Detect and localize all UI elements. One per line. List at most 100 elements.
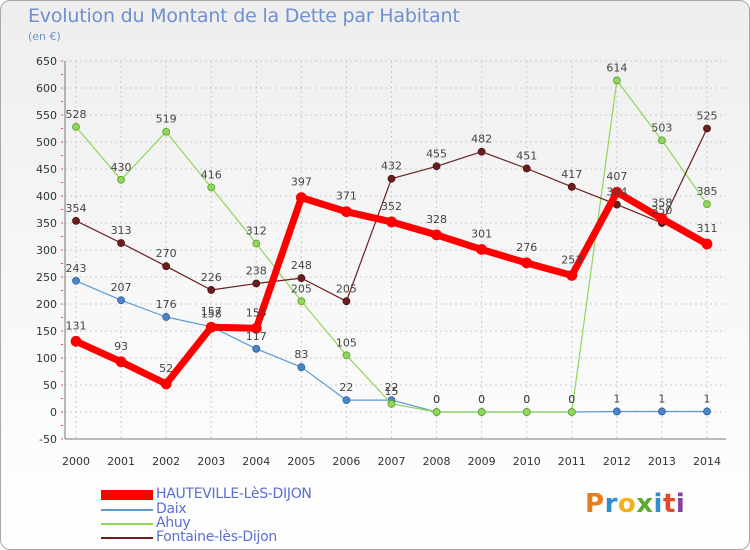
x-tick-label: 2004 xyxy=(242,455,270,468)
data-point-fontaine xyxy=(703,124,711,133)
data-point-fontaine xyxy=(162,262,171,271)
data-point-ahuy xyxy=(658,136,666,145)
data-label-daix: 22 xyxy=(385,381,399,394)
data-point-ahuy xyxy=(72,122,80,131)
data-labels: 243 207 176 158 117 83 22 22 0 0 0 0 1 1 1 528 430 519 416… xyxy=(66,61,718,406)
data-point-daix xyxy=(612,407,621,416)
data-label-hauteville: 311 xyxy=(697,222,718,235)
data-label-hauteville: 157 xyxy=(201,305,222,318)
legend-swatch-ahuy xyxy=(101,523,153,525)
legend-label-daix: Daix xyxy=(156,501,187,517)
data-label-daix: 1 xyxy=(613,392,620,405)
x-tick-label: 2011 xyxy=(558,455,586,468)
data-point-ahuy xyxy=(387,399,396,408)
data-point-ahuy xyxy=(432,408,441,416)
data-label-ahuy: 15 xyxy=(385,385,399,398)
x-tick-label: 2007 xyxy=(378,455,406,468)
data-point-hauteville xyxy=(476,244,488,255)
data-label-hauteville: 397 xyxy=(291,176,312,189)
data-point-hauteville xyxy=(341,206,352,218)
data-point-fontaine xyxy=(342,297,351,306)
data-label-hauteville: 276 xyxy=(516,241,537,254)
y-tick-label: 600 xyxy=(36,82,57,95)
x-tick-label: 2010 xyxy=(513,455,541,468)
data-label-hauteville: 253 xyxy=(561,253,582,266)
data-label-ahuy: 0 xyxy=(433,393,440,406)
x-tick-label: 2013 xyxy=(648,455,676,468)
data-label-ahuy: 416 xyxy=(201,168,222,181)
data-label-daix: 0 xyxy=(478,393,485,406)
data-point-hauteville xyxy=(656,213,668,225)
data-label-daix: 158 xyxy=(201,308,222,321)
x-tick-label: 2012 xyxy=(603,455,631,468)
legend-label-fontaine: Fontaine-lès-Dijon xyxy=(156,529,277,545)
data-point-fontaine xyxy=(117,239,125,247)
data-point-fontaine xyxy=(522,164,531,173)
x-tick-label: 2001 xyxy=(107,455,135,468)
data-label-ahuy: 0 xyxy=(568,393,575,406)
chart-title: Evolution du Montant de la Dette par Hab… xyxy=(28,5,460,27)
data-label-fontaine: 354 xyxy=(66,202,87,215)
data-point-hauteville xyxy=(701,238,713,250)
data-point-daix xyxy=(162,313,171,321)
data-label-ahuy: 430 xyxy=(111,161,132,174)
data-point-ahuy xyxy=(342,351,351,360)
data-label-daix: 22 xyxy=(339,381,353,394)
data-point-hauteville xyxy=(566,269,578,281)
data-point-ahuy xyxy=(703,200,711,209)
y-tick-label: 650 xyxy=(36,55,57,68)
series-lines xyxy=(70,76,713,416)
data-point-daix xyxy=(342,396,351,405)
y-tick-label: 450 xyxy=(36,163,57,176)
proxiti-logo: Proxiti xyxy=(585,489,685,519)
data-point-daix xyxy=(703,407,711,416)
data-label-ahuy: 614 xyxy=(606,61,627,74)
logo-letter: x xyxy=(636,489,654,519)
data-label-hauteville: 52 xyxy=(159,362,173,375)
data-label-fontaine: 270 xyxy=(156,247,177,260)
data-point-fontaine xyxy=(72,216,80,225)
data-point-daix xyxy=(297,363,306,372)
y-tick-label: 550 xyxy=(36,109,57,122)
data-label-daix: 0 xyxy=(568,393,575,406)
data-point-hauteville xyxy=(205,321,217,333)
data-point-ahuy xyxy=(567,408,576,416)
data-point-fontaine xyxy=(297,274,306,282)
data-label-fontaine: 205 xyxy=(336,282,357,295)
logo-letter: i xyxy=(653,489,663,519)
x-tick-label: 2014 xyxy=(693,455,721,468)
legend-swatch-daix xyxy=(101,509,153,511)
data-label-hauteville: 358 xyxy=(651,197,672,210)
y-tick-label: 300 xyxy=(36,244,57,257)
data-label-ahuy: 519 xyxy=(156,113,177,126)
data-point-fontaine xyxy=(567,182,576,191)
y-tick-label: 0 xyxy=(50,406,57,419)
data-label-hauteville: 155 xyxy=(246,306,267,319)
data-label-hauteville: 93 xyxy=(114,340,128,353)
y-tick-label: 250 xyxy=(36,271,57,284)
data-label-hauteville: 131 xyxy=(66,319,87,332)
data-point-hauteville xyxy=(295,192,307,204)
legend-swatch-hauteville xyxy=(101,490,153,500)
data-label-daix: 1 xyxy=(658,392,665,405)
data-label-fontaine: 248 xyxy=(291,259,312,272)
x-tick-label: 2006 xyxy=(332,455,360,468)
y-tick-label: 150 xyxy=(36,325,57,338)
data-label-ahuy: 528 xyxy=(66,108,87,121)
x-tick-label: 2005 xyxy=(287,455,315,468)
data-point-hauteville xyxy=(70,335,82,347)
data-label-hauteville: 371 xyxy=(336,190,357,203)
x-tick-label: 2003 xyxy=(197,455,225,468)
x-tick-label: 2002 xyxy=(152,455,180,468)
data-label-daix: 176 xyxy=(156,298,177,311)
data-point-hauteville xyxy=(386,216,397,228)
y-tick-label: 400 xyxy=(36,190,57,203)
x-tick-label: 2008 xyxy=(423,455,451,468)
data-label-hauteville: 301 xyxy=(471,227,492,240)
data-label-fontaine: 226 xyxy=(201,271,222,284)
data-label-hauteville: 328 xyxy=(426,213,447,226)
data-label-fontaine: 451 xyxy=(516,149,537,162)
data-label-hauteville: 407 xyxy=(606,170,627,183)
